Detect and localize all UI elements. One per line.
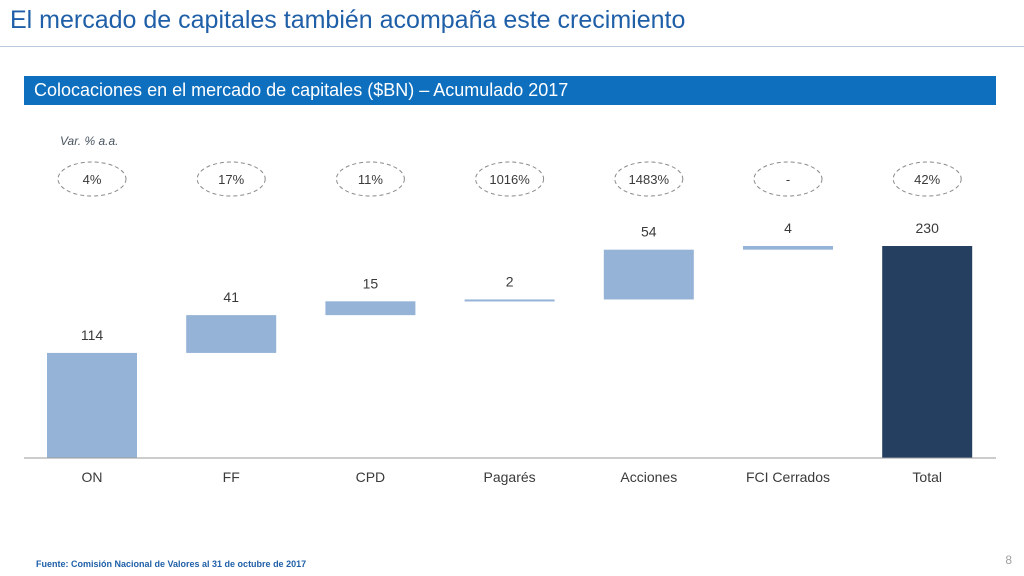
variation-bubble <box>892 161 962 197</box>
bar-total <box>882 246 973 458</box>
category-label: FF <box>223 469 240 485</box>
bar-ff <box>186 315 277 353</box>
title-divider <box>0 46 1024 47</box>
category-label: ON <box>82 469 103 485</box>
variation-label: Var. % a.a. <box>60 134 119 148</box>
page-number: 8 <box>1005 553 1012 567</box>
variation-value: 1016% <box>489 172 530 187</box>
variation-bubble <box>614 161 684 197</box>
variation-value: 4% <box>83 172 102 187</box>
category-label: Acciones <box>620 469 677 485</box>
bar-on <box>47 352 137 458</box>
bar-cpd <box>325 301 416 316</box>
variation-bubble <box>335 161 405 197</box>
value-label: 114 <box>81 327 104 343</box>
value-label: 2 <box>506 273 514 289</box>
value-label: 41 <box>223 289 239 305</box>
category-label: CPD <box>356 469 386 485</box>
category-label: Pagarés <box>484 469 536 485</box>
variation-value: 17% <box>218 172 244 187</box>
section-header-text: Colocaciones en el mercado de capitales … <box>34 80 569 100</box>
value-label: 4 <box>784 220 792 236</box>
variation-bubble <box>196 161 266 197</box>
footer-source: Fuente: Comisión Nacional de Valores al … <box>36 559 307 569</box>
bar-pagarés <box>464 299 555 302</box>
variation-bubble <box>57 161 127 197</box>
value-label: 15 <box>363 275 379 291</box>
variation-value: 42% <box>914 172 940 187</box>
variation-bubble <box>753 161 823 197</box>
bar-acciones <box>603 249 694 300</box>
section-header-bar: Colocaciones en el mercado de capitales … <box>24 76 996 105</box>
variation-value: 1483% <box>629 172 670 187</box>
variation-value: 11% <box>358 172 383 187</box>
variation-value: - <box>786 172 790 187</box>
value-label: 54 <box>641 224 657 240</box>
category-label: FCI Cerrados <box>746 469 830 485</box>
value-label: 230 <box>916 220 940 236</box>
bar-fci-cerrados <box>743 246 833 250</box>
category-label: Total <box>912 469 942 485</box>
page-title: El mercado de capitales también acompaña… <box>10 6 686 34</box>
variation-bubble <box>475 161 545 197</box>
